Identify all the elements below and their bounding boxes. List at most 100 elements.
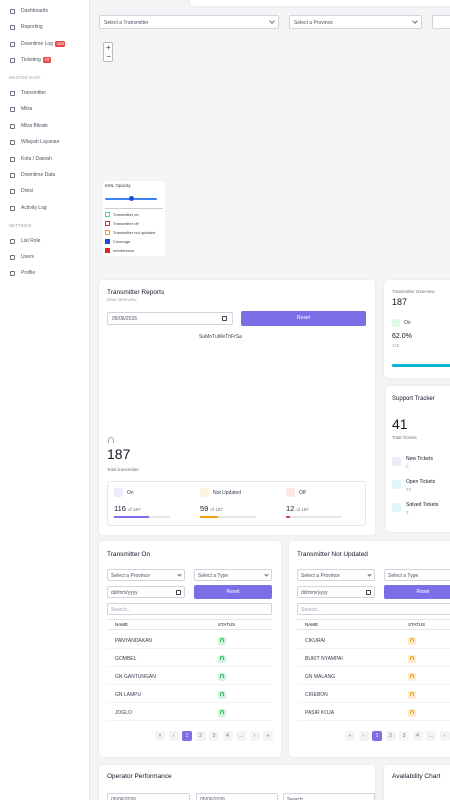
select-placeholder: Select a Transmitter (104, 19, 149, 26)
filter-select[interactable]: Select a Transmitter (99, 15, 279, 29)
row-name: GN GANTUNGAN (115, 674, 156, 680)
menu-item[interactable]: List Role (21, 238, 41, 244)
page-button[interactable]: » (263, 731, 273, 741)
page-button[interactable]: › (249, 731, 260, 741)
page-button[interactable]: 3 (399, 731, 409, 741)
page-label: « (348, 733, 352, 739)
menu-badge: 436 (54, 40, 66, 47)
province-select[interactable]: Select a Province (297, 569, 375, 581)
row-divider (297, 648, 450, 649)
card-title: Transmitter Reports (107, 289, 165, 296)
operator-input[interactable]: 05/06/2026 (107, 793, 190, 800)
page-button[interactable]: 2 (195, 731, 206, 741)
row-divider (297, 666, 450, 667)
menu-item[interactable]: Ticketing (21, 57, 41, 63)
ticket-icon (392, 503, 401, 512)
search-input[interactable]: Search... (107, 603, 272, 615)
page-button[interactable]: ‹ (168, 731, 179, 741)
menu-item[interactable]: Kota / Daerah (21, 155, 52, 162)
section-heading: SETTINGS (9, 223, 32, 228)
availability-card: Availability Chart (384, 765, 450, 800)
opacity-label: KML Opacity (105, 183, 131, 188)
menu-icon (10, 107, 15, 113)
page-button[interactable]: ‹ (358, 731, 369, 741)
province-select[interactable]: Select a Province (107, 569, 185, 581)
reset-button[interactable]: Reset (194, 585, 272, 599)
reset-button[interactable]: Reset (241, 311, 366, 326)
stats-box: On 116 of 187 Not Updated 59 of 187 Off 12 of 18… (107, 481, 366, 526)
button-label: Reset (226, 589, 240, 595)
menu-item[interactable]: Downtime Data (21, 172, 56, 178)
page-label: 2 (389, 733, 392, 739)
page-button[interactable]: › (439, 731, 450, 741)
operator-input[interactable]: Search (283, 793, 375, 800)
menu-icon (10, 255, 15, 260)
page-button[interactable]: « (155, 731, 165, 741)
menu-item[interactable]: Reporting (21, 24, 43, 30)
page-button[interactable]: 1 (372, 731, 382, 741)
column-header: STATUS (218, 622, 236, 627)
menu-item[interactable]: Mitra (21, 106, 33, 113)
status-icon (218, 654, 226, 663)
search-input[interactable]: Search... (297, 603, 450, 615)
status-icon (408, 636, 416, 645)
menu-item[interactable]: Mitra Bitrate (21, 122, 48, 129)
stat-progress (286, 516, 290, 518)
status-label: On (404, 320, 411, 326)
page-button[interactable]: 3 (209, 731, 219, 741)
date-input[interactable]: dd/mm/yyyy (107, 586, 185, 598)
menu-item[interactable]: Profile (21, 270, 36, 276)
legend-divider (105, 208, 163, 209)
page-label: ‹ (172, 733, 175, 739)
menu-icon (10, 9, 15, 14)
page-button[interactable]: … (426, 731, 436, 741)
menu-icon (10, 173, 15, 178)
menu-icon (10, 91, 15, 96)
select-arrow (269, 18, 275, 24)
page-label: « (158, 733, 162, 739)
tickets-label: Total Tickets (392, 435, 417, 440)
card-title: Transmitter On (107, 551, 151, 558)
page-button[interactable]: « (345, 731, 355, 741)
column-header: NAME (115, 622, 129, 627)
row-name: PANYANDAKAN (115, 638, 153, 644)
page-button[interactable]: 4 (222, 731, 233, 741)
status-glyph (410, 692, 414, 696)
menu-item[interactable]: Transmitter (21, 90, 47, 96)
menu-item[interactable]: Activity Log (21, 204, 47, 211)
select-arrow (412, 18, 418, 24)
card-title: Operator Performance (107, 773, 172, 780)
menu-item[interactable]: Downtime Log (21, 41, 53, 47)
filter-select[interactable]: Select a Province (289, 15, 422, 29)
status-icon (408, 654, 416, 663)
column-header: STATUS (408, 622, 426, 627)
input-text: 05/06/2026 (200, 796, 226, 800)
menu-item[interactable]: Wilayah Layanan (21, 139, 60, 146)
select-arrow (264, 572, 269, 577)
filter-select[interactable] (432, 15, 450, 29)
row-name: PASIR KOJA (305, 710, 335, 716)
row-divider (297, 684, 450, 685)
row-divider (107, 684, 272, 685)
stat-icon (114, 488, 123, 497)
bar-chart: SuMoTuWeThFrSa (199, 325, 242, 343)
status-glyph (220, 692, 224, 696)
menu-item[interactable]: Divisi (21, 188, 33, 195)
zoom-in[interactable]: + (106, 43, 111, 52)
date-input[interactable]: dd/mm/yyyy (297, 586, 375, 598)
date-input[interactable]: 05/06/2026 (107, 312, 233, 325)
page-button[interactable]: … (236, 731, 246, 741)
page-button[interactable]: 4 (412, 731, 423, 741)
opacity-thumb[interactable] (129, 196, 134, 201)
reset-button[interactable]: Reset (384, 585, 450, 599)
page-button[interactable]: 1 (182, 731, 192, 741)
stat-of: of 187 (296, 506, 309, 512)
legend-swatch (105, 239, 110, 244)
type-select[interactable]: Select a Type (384, 569, 450, 581)
menu-item[interactable]: Users (21, 254, 35, 260)
type-select[interactable]: Select a Type (194, 569, 272, 581)
zoom-out[interactable]: − (106, 52, 112, 61)
operator-input[interactable]: 05/06/2026 (196, 793, 278, 800)
menu-item[interactable]: Dashboards (21, 8, 48, 14)
page-button[interactable]: 2 (385, 731, 396, 741)
